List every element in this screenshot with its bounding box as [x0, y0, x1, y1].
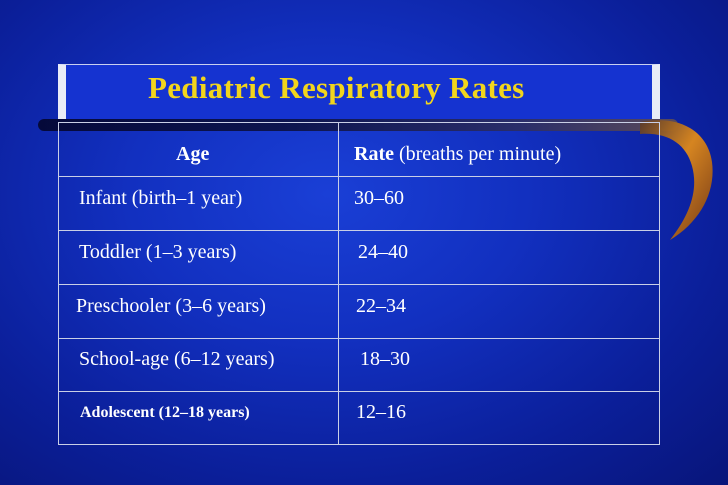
table-row-divider — [58, 391, 660, 392]
respiratory-rates-table — [58, 122, 660, 445]
table-row-rate: 22–34 — [356, 295, 406, 317]
table-row-rate: 24–40 — [358, 241, 408, 263]
table-row-divider — [58, 230, 660, 231]
column-header-rate: Rate (breaths per minute) — [354, 143, 561, 166]
title-panel — [58, 64, 660, 119]
table-row-divider — [58, 284, 660, 285]
page-title: Pediatric Respiratory Rates — [148, 70, 525, 105]
column-header-rate-unit: (breaths per minute) — [398, 143, 562, 165]
table-row-divider — [58, 176, 660, 177]
column-header-rate-label: Rate — [354, 143, 394, 165]
table-row-rate: 18–30 — [360, 348, 410, 370]
table-row-age: Adolescent (12–18 years) — [80, 404, 250, 421]
decorative-swoosh-curve — [640, 120, 713, 240]
table-row-age: Infant (birth–1 year) — [79, 187, 243, 209]
table-column-divider — [338, 122, 339, 445]
table-row-age: Preschooler (3–6 years) — [76, 295, 266, 317]
table-row-rate: 12–16 — [356, 401, 406, 423]
table-row-age: Toddler (1–3 years) — [79, 241, 237, 263]
table-row-age: School-age (6–12 years) — [79, 348, 275, 370]
column-header-age: Age — [176, 143, 210, 165]
table-row-rate: 30–60 — [354, 187, 404, 209]
table-row-divider — [58, 338, 660, 339]
